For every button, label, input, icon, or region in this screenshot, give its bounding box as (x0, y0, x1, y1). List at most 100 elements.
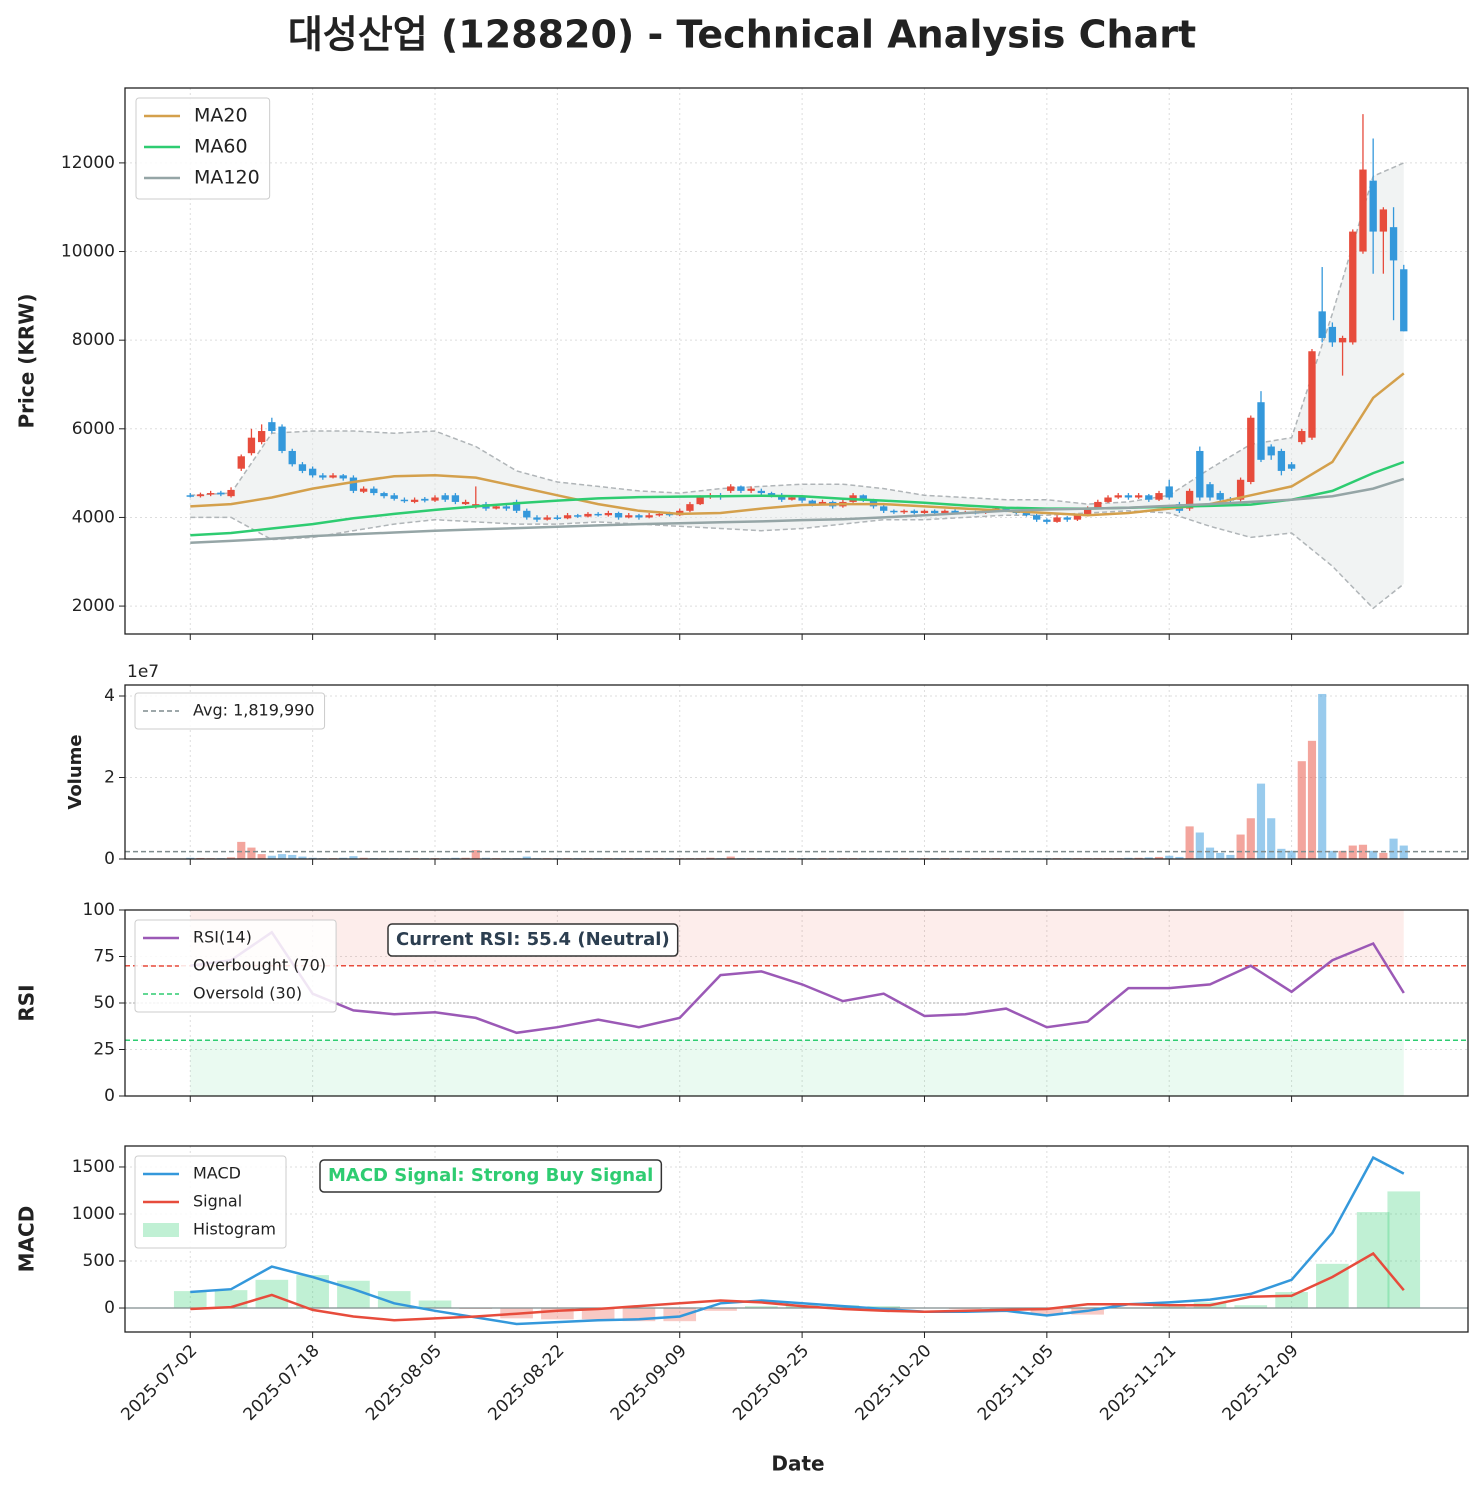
candle-body (1155, 493, 1163, 500)
x-axis-label: Date (771, 1452, 824, 1476)
y-tick-label: 2 (104, 768, 115, 788)
legend: RSI(14) Overbought (70) Oversold (30) (134, 919, 337, 1013)
candle-body (920, 510, 929, 514)
volume-bar (1216, 852, 1225, 859)
axes-frame (124, 684, 1469, 860)
candle-body (1053, 517, 1061, 522)
histogram-bar (745, 1306, 778, 1309)
candle-body (329, 475, 337, 478)
plot-area (125, 1146, 1468, 1332)
candle-body (421, 498, 429, 501)
candle-body (441, 495, 449, 500)
candle-body (1257, 402, 1265, 460)
candle-body (604, 513, 613, 516)
volume-bar (1246, 818, 1255, 859)
histogram-bar (663, 1308, 697, 1322)
histogram-bar (1152, 1305, 1186, 1309)
candle-body (1032, 515, 1041, 520)
volume-bar (1287, 850, 1296, 859)
y-axis-label: Price (KRW) (15, 294, 39, 429)
legend-label: MA20 (194, 105, 248, 127)
annotation: MACD Signal: Strong Buy Signal (319, 1159, 663, 1193)
candle-body (523, 510, 531, 518)
axis-offset-label: 1e7 (127, 662, 159, 682)
histogram-bar (418, 1300, 452, 1309)
series-line (190, 1251, 1405, 1322)
candle-body (1277, 450, 1286, 471)
y-tick-label: 1000 (72, 1204, 115, 1224)
histogram-bar (214, 1290, 248, 1309)
ma-line (190, 460, 1405, 537)
histogram-bar (1387, 1191, 1421, 1309)
volume-bar (267, 855, 276, 859)
histogram-bar (704, 1308, 737, 1311)
volume-bar (288, 854, 297, 859)
y-tick-label: 0 (104, 1298, 115, 1318)
candle-body (1369, 180, 1377, 232)
volume-bar (1277, 848, 1286, 859)
candle-body (563, 515, 572, 519)
candle-body (553, 517, 562, 519)
y-tick-label: 0 (104, 849, 115, 869)
legend-box (135, 97, 271, 200)
series-line (190, 1155, 1405, 1326)
candle-body (400, 499, 409, 502)
volume-bar (1369, 850, 1378, 859)
volume-bar (1338, 850, 1347, 859)
histogram-bar (581, 1308, 615, 1320)
bollinger-lower (190, 510, 1405, 610)
annotation-box (387, 923, 679, 957)
candle-body (788, 497, 796, 500)
candle-body (1328, 326, 1337, 343)
overbought-zone (190, 910, 1404, 966)
volume-bar (1236, 834, 1245, 859)
candle-body (1379, 209, 1388, 232)
candle-body (339, 475, 347, 479)
candle-body (767, 493, 776, 496)
volume-bar (1379, 852, 1388, 859)
candle-body (359, 488, 368, 492)
axes-frame (124, 909, 1469, 1097)
oversold-zone (190, 1040, 1404, 1096)
candle-body (1216, 493, 1224, 500)
ma-line (190, 477, 1405, 544)
legend: MA20 MA60 MA120 (135, 97, 271, 200)
candle-body (492, 506, 500, 509)
candle-body (1400, 269, 1408, 332)
volume-bar (1185, 826, 1194, 859)
legend-label: Overbought (70) (193, 956, 326, 975)
volume-bar (1389, 838, 1398, 859)
legend-swatch (143, 1223, 179, 1237)
candle-body (645, 515, 653, 518)
candle-body (859, 495, 867, 500)
annotation-text: MACD Signal: Strong Buy Signal (328, 1165, 653, 1186)
legend-label: Avg: 1,819,990 (193, 701, 315, 720)
volume-bar (1307, 740, 1317, 859)
volume-bar (1154, 856, 1164, 859)
candle-body (1165, 486, 1173, 498)
candle-body (1338, 337, 1347, 343)
y-axis-label: Volume (65, 734, 86, 809)
volume-bar (277, 854, 287, 859)
candle-body (268, 422, 276, 432)
candle-body (696, 497, 704, 505)
candle-body (308, 468, 317, 476)
volume-bar (298, 856, 307, 859)
plot-area (125, 88, 1468, 634)
candle-body (1349, 231, 1357, 343)
candle-body (1236, 479, 1245, 500)
legend-label: MA120 (194, 167, 260, 189)
volume-bar (257, 854, 266, 859)
candle-body (1114, 495, 1122, 498)
candle-body (1298, 431, 1306, 443)
candle-body (727, 486, 735, 491)
candle-body (227, 489, 235, 497)
candle-body (186, 495, 194, 497)
candle-body (747, 488, 755, 491)
candle-body (1073, 515, 1082, 520)
candle-body (319, 475, 327, 478)
candle-body (951, 510, 959, 514)
volume-bar (237, 841, 246, 859)
